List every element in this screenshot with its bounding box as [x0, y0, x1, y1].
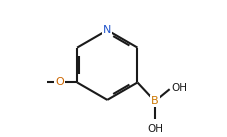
Text: B: B: [151, 96, 158, 106]
Text: OH: OH: [146, 124, 162, 134]
Text: N: N: [103, 25, 111, 35]
Text: O: O: [55, 77, 64, 87]
Text: OH: OH: [170, 83, 186, 93]
